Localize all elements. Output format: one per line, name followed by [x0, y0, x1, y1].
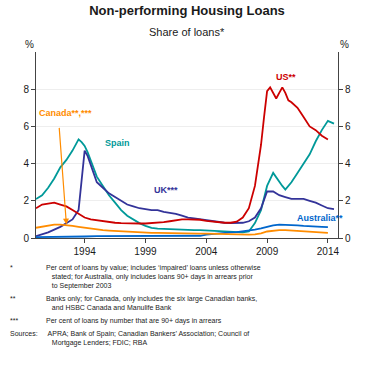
svg-text:2: 2	[345, 195, 351, 206]
svg-text:4: 4	[345, 158, 351, 169]
svg-text:8: 8	[345, 84, 351, 95]
svg-text:1994: 1994	[74, 246, 97, 257]
svg-text:Sources:: Sources:	[10, 330, 38, 337]
svg-text:4: 4	[23, 158, 29, 169]
svg-text:0: 0	[23, 233, 29, 244]
svg-text:*: *	[10, 264, 13, 271]
svg-text:2009: 2009	[256, 246, 279, 257]
svg-text:APRA; Bank of Spain; Canadian: APRA; Bank of Spain; Canadian Bankers’ A…	[46, 330, 249, 347]
svg-text:%: %	[25, 39, 34, 50]
svg-text:6: 6	[23, 121, 29, 132]
svg-text:%: %	[340, 39, 349, 50]
svg-text:Per cent of loans by value; in: Per cent of loans by value; includes ‘im…	[46, 264, 261, 290]
svg-text:US**: US**	[276, 72, 296, 82]
svg-text:Banks only; for Canada, only i: Banks only; for Canada, only includes th…	[46, 295, 257, 311]
svg-text:Spain: Spain	[105, 138, 130, 148]
svg-text:***: ***	[10, 317, 18, 324]
svg-text:2014: 2014	[317, 246, 340, 257]
svg-text:6: 6	[345, 121, 351, 132]
svg-text:Canada**,***: Canada**,***	[39, 108, 92, 118]
svg-text:Non-performing Housing Loans: Non-performing Housing Loans	[89, 3, 285, 18]
svg-text:0: 0	[345, 233, 351, 244]
svg-text:2: 2	[23, 195, 29, 206]
svg-text:**: **	[10, 295, 16, 302]
svg-text:2004: 2004	[195, 246, 218, 257]
svg-text:UK***: UK***	[154, 185, 178, 195]
svg-text:Share of loans*: Share of loans*	[149, 26, 225, 38]
svg-text:1999: 1999	[134, 246, 157, 257]
svg-text:Per cent of loans by number th: Per cent of loans by number that are 90+…	[46, 317, 222, 325]
svg-text:Australia**: Australia**	[297, 213, 343, 223]
svg-text:8: 8	[23, 84, 29, 95]
